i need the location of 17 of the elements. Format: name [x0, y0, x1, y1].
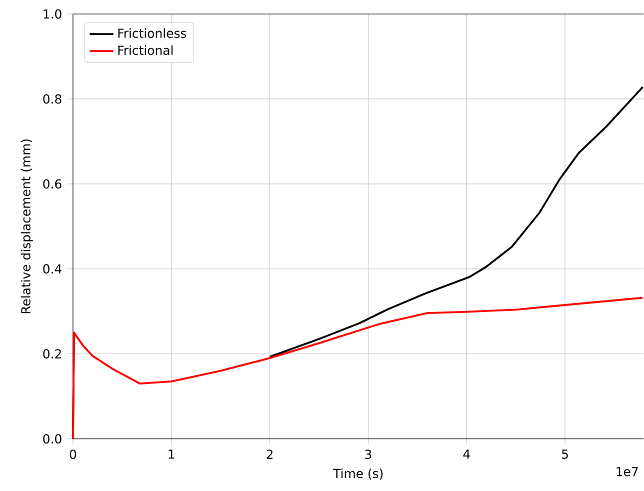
y-tick-label: 0.4	[43, 264, 62, 274]
y-tick-label: 1.0	[44, 9, 62, 19]
x-tick-label: 0	[70, 450, 76, 460]
y-tick-label: 0.2	[43, 349, 61, 359]
legend-label: Frictionless	[118, 28, 186, 38]
x-tick-label: 5	[562, 450, 568, 459]
y-axis-title: Relative displacement (mm)	[20, 140, 33, 314]
x-tick-label: 2	[266, 450, 273, 459]
x-axis-title: Time (s)	[332, 468, 383, 480]
text: 1e7	[616, 467, 638, 476]
x-tick-label: 1	[168, 450, 174, 459]
x-tick-label: 3	[365, 450, 372, 460]
y-tick-label: 0.0	[43, 434, 62, 444]
y-tick-label: 0.6	[43, 179, 62, 189]
y-tick-label: 0.8	[43, 94, 62, 104]
legend-label: Frictional	[118, 45, 173, 56]
x-tick-label: 4	[463, 450, 470, 459]
